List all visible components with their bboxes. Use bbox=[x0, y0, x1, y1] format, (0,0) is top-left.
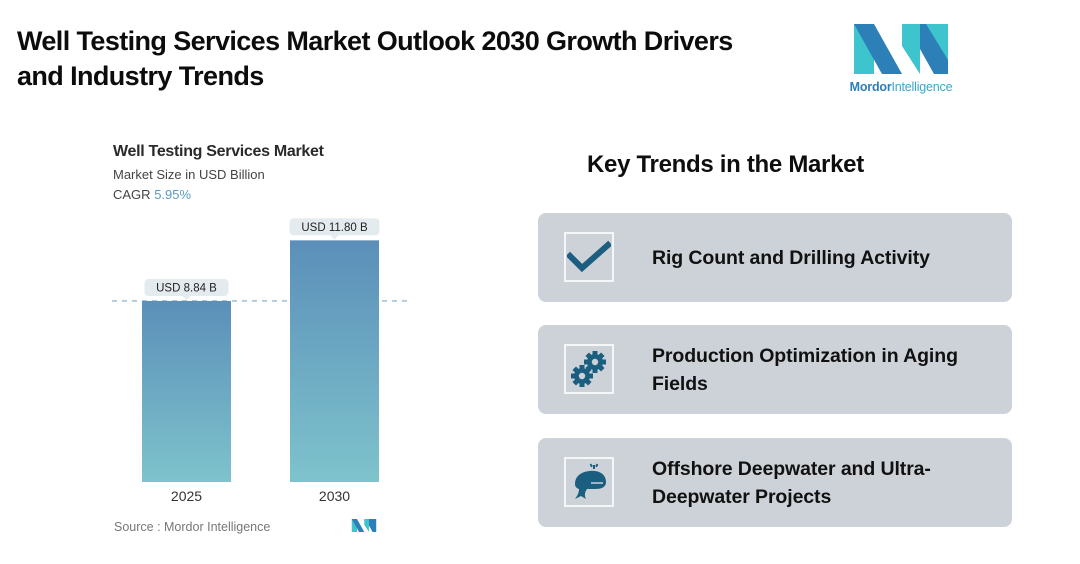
trend-label: Production Optimization in Aging Fields bbox=[652, 344, 958, 395]
brand-name-part1: Mordor bbox=[849, 80, 892, 94]
data-label: USD 11.80 B bbox=[301, 222, 368, 234]
trends-title: Key Trends in the Market bbox=[587, 151, 864, 178]
checkmark-icon bbox=[567, 240, 611, 273]
data-label-pointer bbox=[182, 295, 191, 300]
chart-title: Well Testing Services Market bbox=[113, 143, 324, 160]
mordor-intelligence-logo-icon bbox=[854, 24, 948, 74]
page-title: Well Testing Services Market Outlook 203… bbox=[17, 26, 733, 91]
data-label-bubble bbox=[289, 218, 380, 236]
whale-icon bbox=[575, 463, 606, 499]
chart-subtitle: Market Size in USD Billion bbox=[113, 167, 265, 182]
bar-2025 bbox=[142, 300, 231, 482]
bar-2030 bbox=[290, 240, 379, 482]
trend-card-offshore-deepwater: Offshore Deepwater and Ultra-Deepwater P… bbox=[538, 438, 1012, 527]
cagr-label: CAGR bbox=[113, 187, 151, 202]
trend-label: Rig Count and Drilling Activity bbox=[652, 246, 930, 269]
cagr-value: 5.95% bbox=[154, 187, 192, 202]
brand-logo: MordorIntelligence bbox=[838, 24, 964, 96]
x-tick-label: 2030 bbox=[319, 488, 350, 504]
chart-source: Source : Mordor Intelligence bbox=[114, 520, 271, 534]
data-label-bubble bbox=[144, 278, 229, 296]
trend-icon-box bbox=[564, 457, 614, 507]
trend-icon-box bbox=[564, 232, 614, 282]
data-label: USD 8.84 B bbox=[156, 282, 217, 294]
trend-card-rig-count: Rig Count and Drilling Activity bbox=[538, 213, 1012, 302]
trend-label: Offshore Deepwater and Ultra-Deepwater P… bbox=[652, 457, 931, 508]
chart-cagr: CAGR 5.95% bbox=[113, 187, 191, 202]
brand-name-part2: Intelligence bbox=[891, 80, 953, 94]
trend-icon-box bbox=[564, 344, 614, 394]
mini-logo-icon bbox=[351, 519, 377, 532]
x-tick-label: 2025 bbox=[171, 488, 202, 504]
data-label-pointer bbox=[330, 235, 339, 240]
trend-card-production-optimization: Production Optimization in Aging Fields bbox=[538, 325, 1012, 414]
brand-name: MordorIntelligence bbox=[838, 80, 964, 94]
gears-icon bbox=[571, 351, 606, 387]
